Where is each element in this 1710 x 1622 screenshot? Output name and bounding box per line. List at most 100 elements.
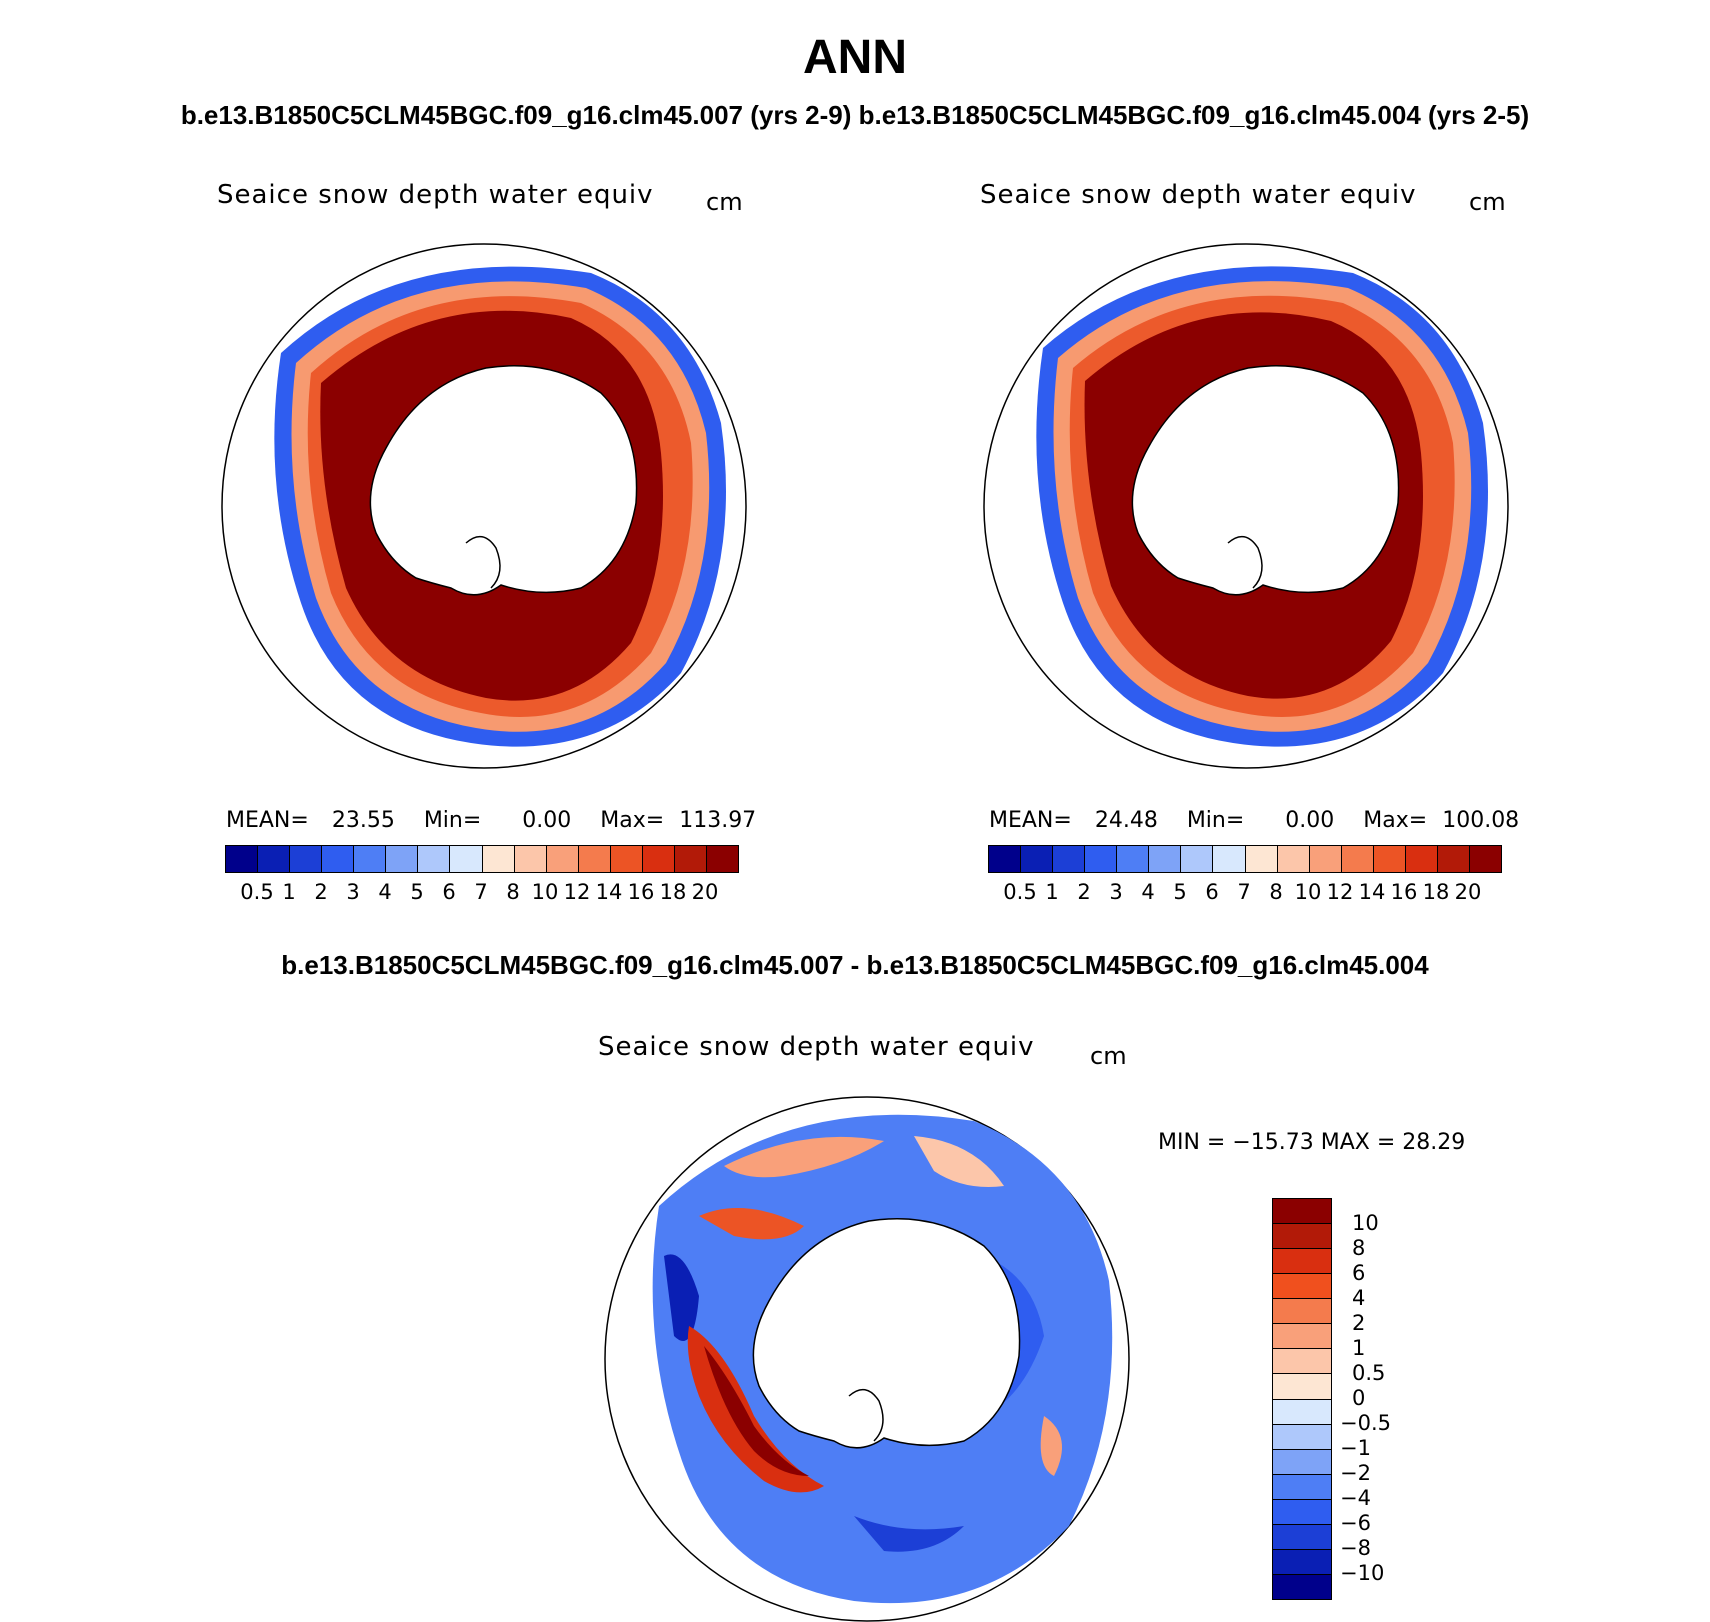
panel1-colorbar-ticks: 0.5 1 2 3 4 5 6 7 8 10 12 14 16 18 20 xyxy=(225,880,737,906)
panel2-mean-value: 24.48 xyxy=(1094,808,1158,833)
panel1-mean-value: 23.55 xyxy=(331,808,395,833)
panel1-colorbar-segment xyxy=(450,846,483,872)
panel1-colorbar-segment xyxy=(706,846,738,872)
panel1-colorbar-tick-label: 4 xyxy=(378,880,392,904)
panel1-colorbar-tick-label: 7 xyxy=(474,880,488,904)
panel2-colorbar-tick-label: 2 xyxy=(1077,880,1091,904)
panel1-units-label: cm xyxy=(706,188,743,216)
panel2-colorbar-tick-label: 10 xyxy=(1294,880,1322,904)
diff-colorbar-tick-label: −1 xyxy=(1340,1436,1371,1460)
panel2-min-value: 0.00 xyxy=(1285,808,1335,833)
panel2-colorbar-tick-label: 0.5 xyxy=(1003,880,1037,904)
diff-colorbar-tick-label: 8 xyxy=(1352,1236,1366,1260)
diff-colorbar-segment xyxy=(1273,1474,1331,1500)
panel2-mean-label: MEAN= xyxy=(989,808,1072,833)
diff-colorbar-ticks: 10 8 6 4 2 1 0.5 0 −0.5 −1 −2 −4 −6 −8 −10 xyxy=(1340,1198,1400,1598)
panel1-colorbar-segment xyxy=(290,846,323,872)
diff-colorbar-tick-label: 0.5 xyxy=(1352,1361,1386,1385)
diff-colorbar-tick-label: −8 xyxy=(1340,1536,1371,1560)
panel1-colorbar-tick-label: 16 xyxy=(627,880,655,904)
panel1-max-value: 113.97 xyxy=(679,808,757,833)
diff-colorbar-segment xyxy=(1273,1549,1331,1575)
diff-colorbar-tick-label: 10 xyxy=(1352,1211,1379,1235)
diff-colorbar-segment xyxy=(1273,1224,1331,1250)
diff-colorbar-segment xyxy=(1273,1399,1331,1425)
diff-colorbar-segment xyxy=(1273,1324,1331,1350)
panel2-colorbar-segment xyxy=(1469,846,1501,872)
panel1-antarctica xyxy=(369,365,638,596)
panel2-colorbar-segment xyxy=(1341,846,1374,872)
panel1-colorbar-segment xyxy=(482,846,515,872)
diff-units-label: cm xyxy=(1090,1042,1127,1070)
panel1-map xyxy=(221,243,747,769)
panel1-stats: MEAN= 23.55 Min= 0.00 Max= 113.97 xyxy=(226,808,756,833)
panel2-colorbar-ticks: 0.5 1 2 3 4 5 6 7 8 10 12 14 16 18 20 xyxy=(988,880,1500,906)
diff-colorbar-segment xyxy=(1273,1499,1331,1525)
panel1-colorbar-segment xyxy=(354,846,387,872)
diff-colorbar-segment xyxy=(1273,1424,1331,1450)
panel2-colorbar-segment xyxy=(1117,846,1150,872)
panel1-colorbar-tick-label: 14 xyxy=(595,880,623,904)
diff-colorbar-segment xyxy=(1273,1299,1331,1325)
panel2-colorbar-tick-label: 6 xyxy=(1205,880,1219,904)
panel2-colorbar-tick-label: 1 xyxy=(1045,880,1059,904)
diff-colorbar-segment xyxy=(1273,1274,1331,1300)
panel1-colorbar-tick-label: 10 xyxy=(531,880,559,904)
panel2-variable-label: Seaice snow depth water equiv xyxy=(980,180,1417,210)
diff-colorbar xyxy=(1272,1198,1332,1600)
panel1-colorbar-tick-label: 6 xyxy=(442,880,456,904)
panel2-colorbar-segment xyxy=(1181,846,1214,872)
panel1-colorbar-tick-label: 3 xyxy=(346,880,360,904)
main-title: ANN xyxy=(803,31,907,84)
difference-title: b.e13.B1850C5CLM45BGC.f09_g16.clm45.007 … xyxy=(281,950,1429,980)
panel2-max-label: Max= xyxy=(1363,808,1428,833)
panel1-colorbar-segment xyxy=(386,846,419,872)
diff-colorbar-segment xyxy=(1273,1199,1331,1225)
panel2-max-value: 100.08 xyxy=(1442,808,1520,833)
diff-colorbar-tick-label: 1 xyxy=(1352,1336,1366,1360)
panel1-colorbar-tick-label: 2 xyxy=(314,880,328,904)
diff-colorbar-tick-label: 0 xyxy=(1352,1386,1366,1410)
panel2-colorbar-segment xyxy=(1021,846,1054,872)
panel2-colorbar-tick-label: 20 xyxy=(1454,880,1482,904)
panel1-colorbar-segment xyxy=(674,846,707,872)
diff-colorbar-tick-label: −0.5 xyxy=(1340,1411,1391,1435)
diff-colorbar-segment xyxy=(1273,1249,1331,1275)
panel2-colorbar-segment xyxy=(1085,846,1118,872)
panel1-colorbar-segment xyxy=(418,846,451,872)
panel2-colorbar-tick-label: 3 xyxy=(1109,880,1123,904)
panel2-colorbar-segment xyxy=(1309,846,1342,872)
panel1-colorbar xyxy=(225,845,739,873)
panel2-colorbar-tick-label: 8 xyxy=(1269,880,1283,904)
panel2-colorbar-tick-label: 12 xyxy=(1326,880,1354,904)
panel1-mean-label: MEAN= xyxy=(226,808,309,833)
diff-colorbar-tick-label: 6 xyxy=(1352,1261,1366,1285)
panel1-colorbar-tick-label: 18 xyxy=(659,880,687,904)
diff-colorbar-segment xyxy=(1273,1449,1331,1475)
panel2-colorbar-segment xyxy=(1213,846,1246,872)
panel1-colorbar-segment xyxy=(546,846,579,872)
diff-colorbar-segment xyxy=(1273,1574,1331,1599)
diff-colorbar-tick-label: −6 xyxy=(1340,1511,1371,1535)
diff-colorbar-tick-label: −4 xyxy=(1340,1486,1371,1510)
diff-colorbar-segment xyxy=(1273,1524,1331,1550)
panel2-stats: MEAN= 24.48 Min= 0.00 Max= 100.08 xyxy=(989,808,1519,833)
diff-antarctica xyxy=(752,1218,1021,1449)
panel1-variable-label: Seaice snow depth water equiv xyxy=(217,180,654,210)
panel2-min-label: Min= xyxy=(1186,808,1245,833)
panel2-colorbar-segment xyxy=(1373,846,1406,872)
panel1-colorbar-tick-label: 0.5 xyxy=(240,880,274,904)
diff-colorbar-tick-label: 4 xyxy=(1352,1286,1366,1310)
panel2-colorbar-segment xyxy=(1277,846,1310,872)
panel1-colorbar-tick-label: 20 xyxy=(691,880,719,904)
difference-map xyxy=(604,1096,1130,1622)
panel1-colorbar-segment xyxy=(322,846,355,872)
panel1-colorbar-segment xyxy=(514,846,547,872)
panel1-colorbar-tick-label: 8 xyxy=(506,880,520,904)
panel1-colorbar-segment xyxy=(258,846,291,872)
panel2-colorbar-segment xyxy=(1149,846,1182,872)
panel1-colorbar-segment xyxy=(578,846,611,872)
panel2-colorbar-tick-label: 14 xyxy=(1358,880,1386,904)
panel1-colorbar-segment xyxy=(610,846,643,872)
panel1-max-label: Max= xyxy=(600,808,665,833)
